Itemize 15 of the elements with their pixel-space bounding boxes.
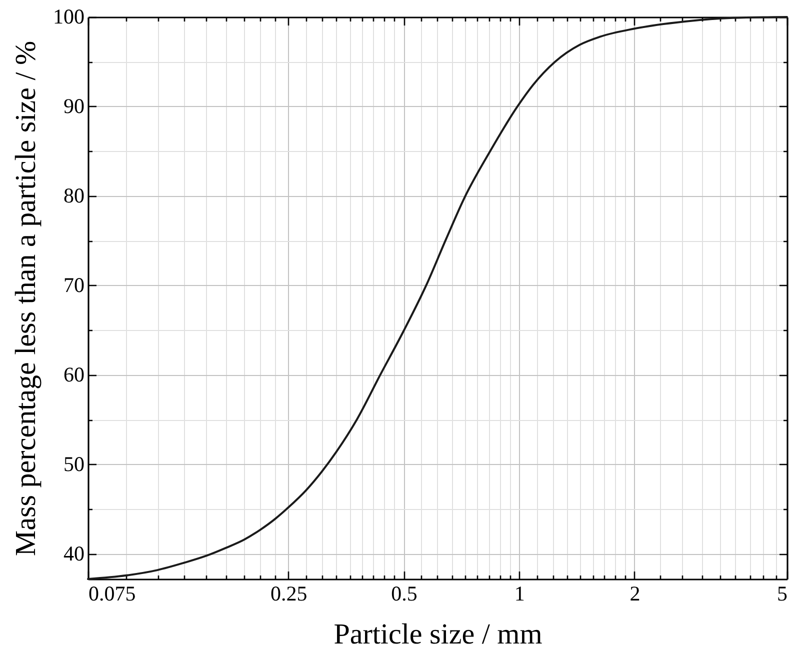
y-tick-label: 90 <box>64 94 84 118</box>
x-tick-label: 1 <box>514 582 525 606</box>
x-tick-label: 0.5 <box>391 582 418 606</box>
y-axis-title: Mass percentage less than a particle size / % <box>10 40 42 556</box>
y-tick-label: 50 <box>64 452 84 476</box>
y-tick-label: 60 <box>64 362 84 386</box>
x-tick-label: 0.25 <box>270 582 308 606</box>
x-tick-label: 5 <box>777 582 788 606</box>
y-tick-label: 70 <box>64 272 84 297</box>
x-axis-title: Particle size / mm <box>334 618 543 650</box>
x-tick-label: 0.075 <box>88 582 136 606</box>
x-tick-label: 2 <box>630 582 640 606</box>
y-tick-label: 80 <box>64 183 84 208</box>
y-tick-label: 100 <box>53 4 84 28</box>
y-tick-label: 40 <box>64 541 84 566</box>
